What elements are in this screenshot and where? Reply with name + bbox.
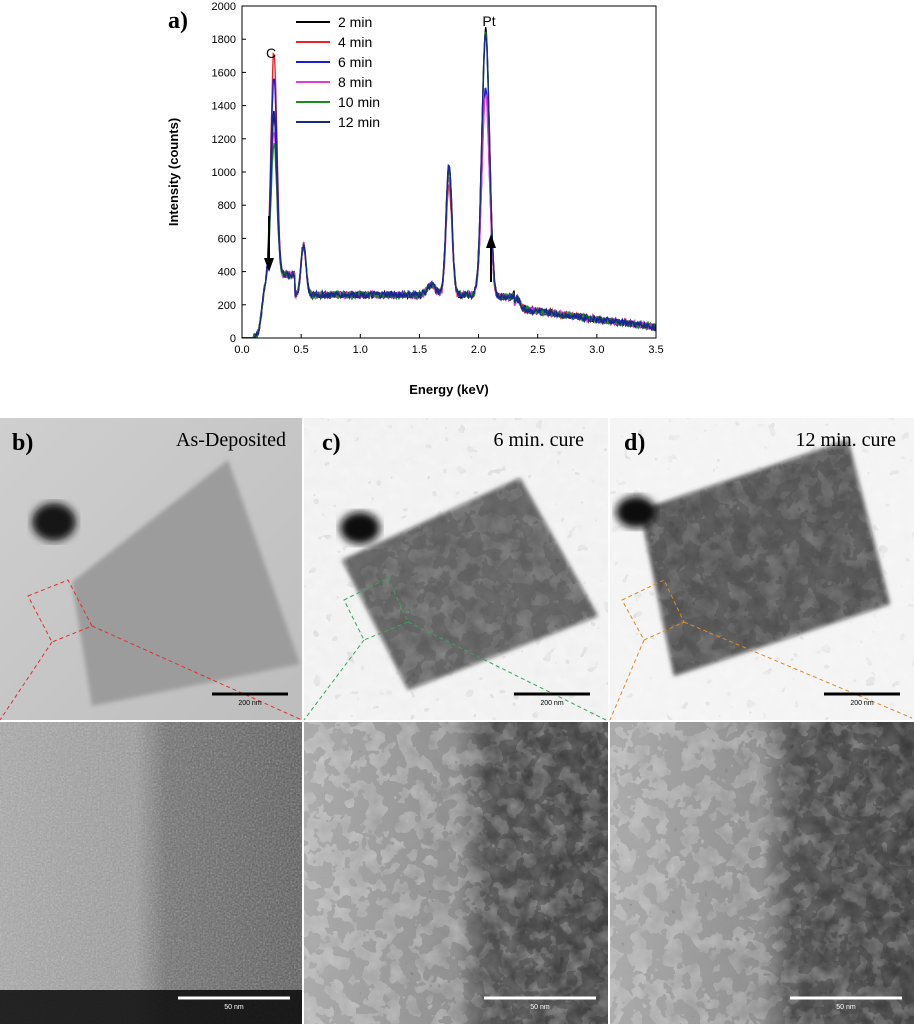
panel-d-overview: 200 nm d) 12 min. cure xyxy=(609,418,914,721)
scale-label: 200 nm xyxy=(238,700,262,707)
panel-c-title: 6 min. cure xyxy=(493,429,584,451)
x-tick-label: 2.0 xyxy=(471,344,486,356)
x-tick-label: 3.5 xyxy=(648,344,663,356)
x-tick-label: 0.5 xyxy=(293,344,308,356)
panel-b-overview: 200 nm b) As-Deposited xyxy=(0,418,303,721)
y-tick-label: 1800 xyxy=(212,34,236,46)
scale-label: 50 nm xyxy=(836,1004,856,1011)
legend-label: 4 min xyxy=(338,34,372,50)
series-line-8-min xyxy=(242,93,656,338)
x-tick-label: 1.5 xyxy=(412,344,427,356)
scale-label: 200 nm xyxy=(540,700,564,707)
y-tick-label: 800 xyxy=(218,200,236,212)
y-axis-title: Intensity (counts) xyxy=(166,118,181,226)
x-tick-label: 3.0 xyxy=(589,344,604,356)
panel-c-overview: 200 nm c) 6 min. cure xyxy=(303,418,608,721)
panel-b-title: As-Deposited xyxy=(176,429,286,451)
panel-b-zoom: 50 nm xyxy=(0,722,302,1024)
panel-c-zoom: 50 nm xyxy=(304,722,608,1024)
x-axis: 0.0 0.5 1.0 1.5 2.0 2.5 3.0 3.5 xyxy=(234,334,664,356)
x-tick-label: 2.5 xyxy=(530,344,545,356)
y-tick-label: 1400 xyxy=(212,101,236,113)
series-lines xyxy=(242,27,656,338)
particle-dot xyxy=(340,512,380,544)
y-tick-label: 400 xyxy=(218,267,236,279)
legend-label: 10 min xyxy=(338,94,380,110)
x-tick-label: 1.0 xyxy=(353,344,368,356)
particle-dot xyxy=(32,503,76,541)
scale-label: 50 nm xyxy=(530,1004,550,1011)
x-tick-label: 0.0 xyxy=(234,344,249,356)
y-tick-label: 2000 xyxy=(212,1,236,13)
platinum-peak-label: Pt xyxy=(482,13,495,29)
y-tick-label: 1000 xyxy=(212,167,236,179)
x-axis-title: Energy (keV) xyxy=(409,382,488,397)
legend-label: 6 min xyxy=(338,54,372,70)
panel-c-letter: c) xyxy=(322,430,341,456)
panel-d-title: 12 min. cure xyxy=(795,429,896,451)
panel-d-zoom: 50 nm xyxy=(610,722,914,1024)
particle-dot xyxy=(616,496,656,528)
y-axis: 0 200 400 600 800 1000 1200 1400 1600 1800 2000 xyxy=(212,1,246,345)
series-line-6-min xyxy=(242,78,656,338)
panel-a-letter: a) xyxy=(168,8,188,34)
series-line-12-min xyxy=(242,33,656,338)
legend-label: 8 min xyxy=(338,74,372,90)
series-line-4-min xyxy=(242,52,656,338)
y-tick-label: 600 xyxy=(218,233,236,245)
carbon-peak-label: C xyxy=(266,45,276,61)
legend-label: 2 min xyxy=(338,14,372,30)
y-tick-label: 1200 xyxy=(212,134,236,146)
eds-chart: a) 0.0 0.5 1.0 1.5 2.0 2.5 3.0 3.5 0 200 400 600 80… xyxy=(166,1,664,397)
scale-label: 200 nm xyxy=(850,700,874,707)
tem-panels: 200 nm b) As-Deposited 200 nm c) 6 min. … xyxy=(0,418,914,1024)
down-arrow-icon xyxy=(264,216,274,272)
y-tick-label: 200 xyxy=(218,300,236,312)
up-arrow-icon xyxy=(486,234,496,282)
legend: 2 min 4 min 6 min 8 min 10 min 12 min xyxy=(296,14,380,130)
y-tick-label: 1600 xyxy=(212,67,236,79)
legend-label: 12 min xyxy=(338,114,380,130)
scale-label: 50 nm xyxy=(224,1004,244,1011)
panel-b-letter: b) xyxy=(12,430,33,456)
y-tick-label: 0 xyxy=(230,333,236,345)
panel-d-letter: d) xyxy=(624,430,645,456)
